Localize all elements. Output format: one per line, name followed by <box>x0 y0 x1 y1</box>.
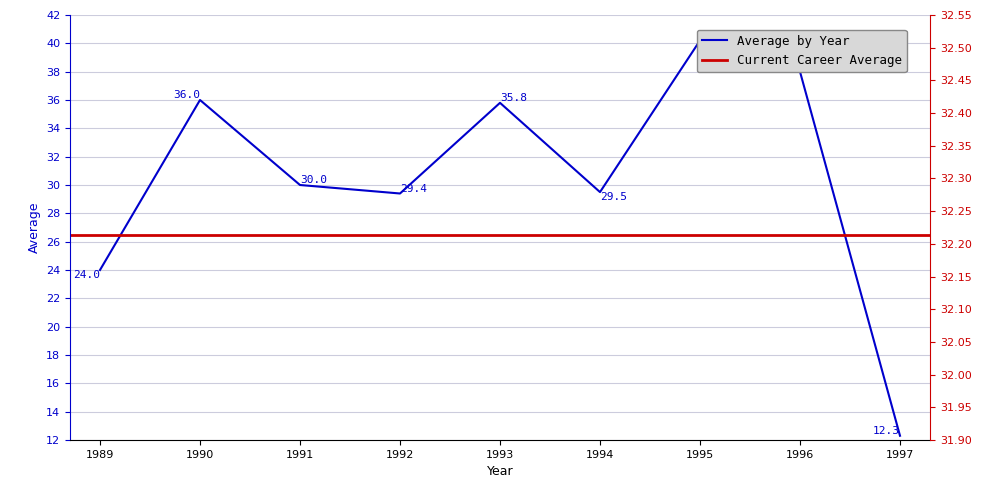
Average by Year <box>194 97 206 103</box>
Legend: Average by Year, Current Career Average: Average by Year, Current Career Average <box>697 30 907 72</box>
Line: Average by Year: Average by Year <box>100 40 900 436</box>
Text: 29.4: 29.4 <box>400 184 427 194</box>
Average by Year <box>894 432 906 439</box>
Average by Year <box>594 189 606 195</box>
Text: 35.8: 35.8 <box>500 93 527 103</box>
Text: 12.3: 12.3 <box>873 426 900 436</box>
Text: 30.0: 30.0 <box>300 175 327 185</box>
Average by Year <box>294 182 306 188</box>
Average by Year <box>694 38 706 44</box>
Text: 40.2: 40.2 <box>700 30 727 40</box>
Average by Year <box>394 190 406 196</box>
Text: 29.5: 29.5 <box>600 192 627 202</box>
Average by Year <box>494 100 506 106</box>
Average by Year <box>794 68 806 74</box>
Average by Year <box>94 267 106 273</box>
Text: 36.0: 36.0 <box>173 90 200 100</box>
Text: 24.0: 24.0 <box>73 270 100 280</box>
Y-axis label: Average: Average <box>27 202 40 253</box>
X-axis label: Year: Year <box>487 466 513 478</box>
